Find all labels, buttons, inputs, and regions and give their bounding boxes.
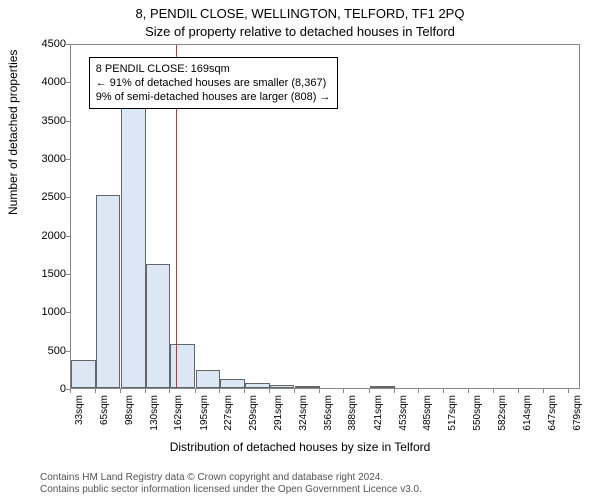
xtick-label: 324sqm — [298, 395, 309, 431]
ytick-mark — [66, 82, 70, 83]
ytick-label: 1500 — [42, 268, 66, 280]
footer-line2: Contains public sector information licen… — [40, 484, 422, 496]
ytick-label: 4500 — [42, 38, 66, 50]
xtick-label: 485sqm — [422, 395, 433, 431]
ytick-label: 2000 — [42, 230, 66, 242]
footer-attribution: Contains HM Land Registry data © Crown c… — [40, 472, 422, 496]
plot-area: 8 PENDIL CLOSE: 169sqm← 91% of detached … — [70, 44, 580, 389]
ytick-mark — [66, 312, 70, 313]
annotation-line: 9% of semi-detached houses are larger (8… — [96, 90, 331, 104]
annotation-line: 8 PENDIL CLOSE: 169sqm — [96, 62, 331, 76]
chart-title-main: 8, PENDIL CLOSE, WELLINGTON, TELFORD, TF… — [0, 6, 600, 21]
ytick-label: 4000 — [42, 76, 66, 88]
histogram-bar — [96, 195, 121, 388]
histogram-bar — [270, 385, 295, 388]
xtick-label: 679sqm — [572, 395, 583, 431]
xtick-mark — [219, 389, 220, 393]
xtick-mark — [294, 389, 295, 393]
xtick-mark — [443, 389, 444, 393]
ytick-mark — [66, 121, 70, 122]
xtick-label: 614sqm — [522, 395, 533, 431]
xtick-mark — [244, 389, 245, 393]
ytick-label: 3500 — [42, 115, 66, 127]
histogram-bar — [170, 344, 195, 388]
xtick-label: 162sqm — [173, 395, 184, 431]
ytick-mark — [66, 197, 70, 198]
xtick-mark — [343, 389, 344, 393]
ytick-mark — [66, 274, 70, 275]
xtick-label: 195sqm — [199, 395, 210, 431]
xtick-label: 421sqm — [373, 395, 384, 431]
xtick-mark — [70, 389, 71, 393]
xtick-mark — [493, 389, 494, 393]
xtick-label: 33sqm — [74, 395, 85, 425]
xtick-label: 647sqm — [547, 395, 558, 431]
xtick-mark — [418, 389, 419, 393]
histogram-bar — [196, 370, 221, 388]
annotation-line: ← 91% of detached houses are smaller (8,… — [96, 76, 331, 90]
ytick-label: 3000 — [42, 153, 66, 165]
x-axis-label: Distribution of detached houses by size … — [0, 440, 600, 454]
xtick-mark — [518, 389, 519, 393]
xtick-mark — [369, 389, 370, 393]
ytick-label: 2500 — [42, 191, 66, 203]
xtick-mark — [120, 389, 121, 393]
xtick-mark — [195, 389, 196, 393]
xtick-label: 65sqm — [99, 395, 110, 425]
xtick-label: 550sqm — [472, 395, 483, 431]
xtick-label: 98sqm — [124, 395, 135, 425]
histogram-bar — [71, 360, 96, 388]
xtick-label: 453sqm — [398, 395, 409, 431]
xtick-label: 388sqm — [347, 395, 358, 431]
xtick-mark — [319, 389, 320, 393]
ytick-label: 1000 — [42, 306, 66, 318]
xtick-label: 582sqm — [497, 395, 508, 431]
xtick-mark — [468, 389, 469, 393]
xtick-label: 356sqm — [323, 395, 334, 431]
ytick-mark — [66, 351, 70, 352]
histogram-bar — [245, 383, 270, 388]
xtick-mark — [169, 389, 170, 393]
xtick-mark — [394, 389, 395, 393]
xtick-mark — [95, 389, 96, 393]
ytick-mark — [66, 44, 70, 45]
annotation-box: 8 PENDIL CLOSE: 169sqm← 91% of detached … — [89, 57, 338, 110]
histogram-bar — [220, 379, 245, 388]
xtick-mark — [269, 389, 270, 393]
ytick-label: 500 — [48, 345, 66, 357]
xtick-mark — [568, 389, 569, 393]
ytick-mark — [66, 236, 70, 237]
footer-line1: Contains HM Land Registry data © Crown c… — [40, 472, 422, 484]
xtick-label: 259sqm — [248, 395, 259, 431]
ytick-mark — [66, 159, 70, 160]
histogram-bar — [121, 104, 146, 388]
chart-title-sub: Size of property relative to detached ho… — [0, 24, 600, 39]
xtick-label: 291sqm — [273, 395, 284, 431]
histogram-bar — [370, 386, 395, 388]
histogram-bar — [146, 264, 171, 388]
xtick-label: 517sqm — [447, 395, 458, 431]
xtick-mark — [145, 389, 146, 393]
histogram-bar — [295, 386, 320, 388]
xtick-mark — [543, 389, 544, 393]
xtick-label: 227sqm — [223, 395, 234, 431]
xtick-label: 130sqm — [149, 395, 160, 431]
y-axis-label: Number of detached properties — [6, 50, 20, 215]
